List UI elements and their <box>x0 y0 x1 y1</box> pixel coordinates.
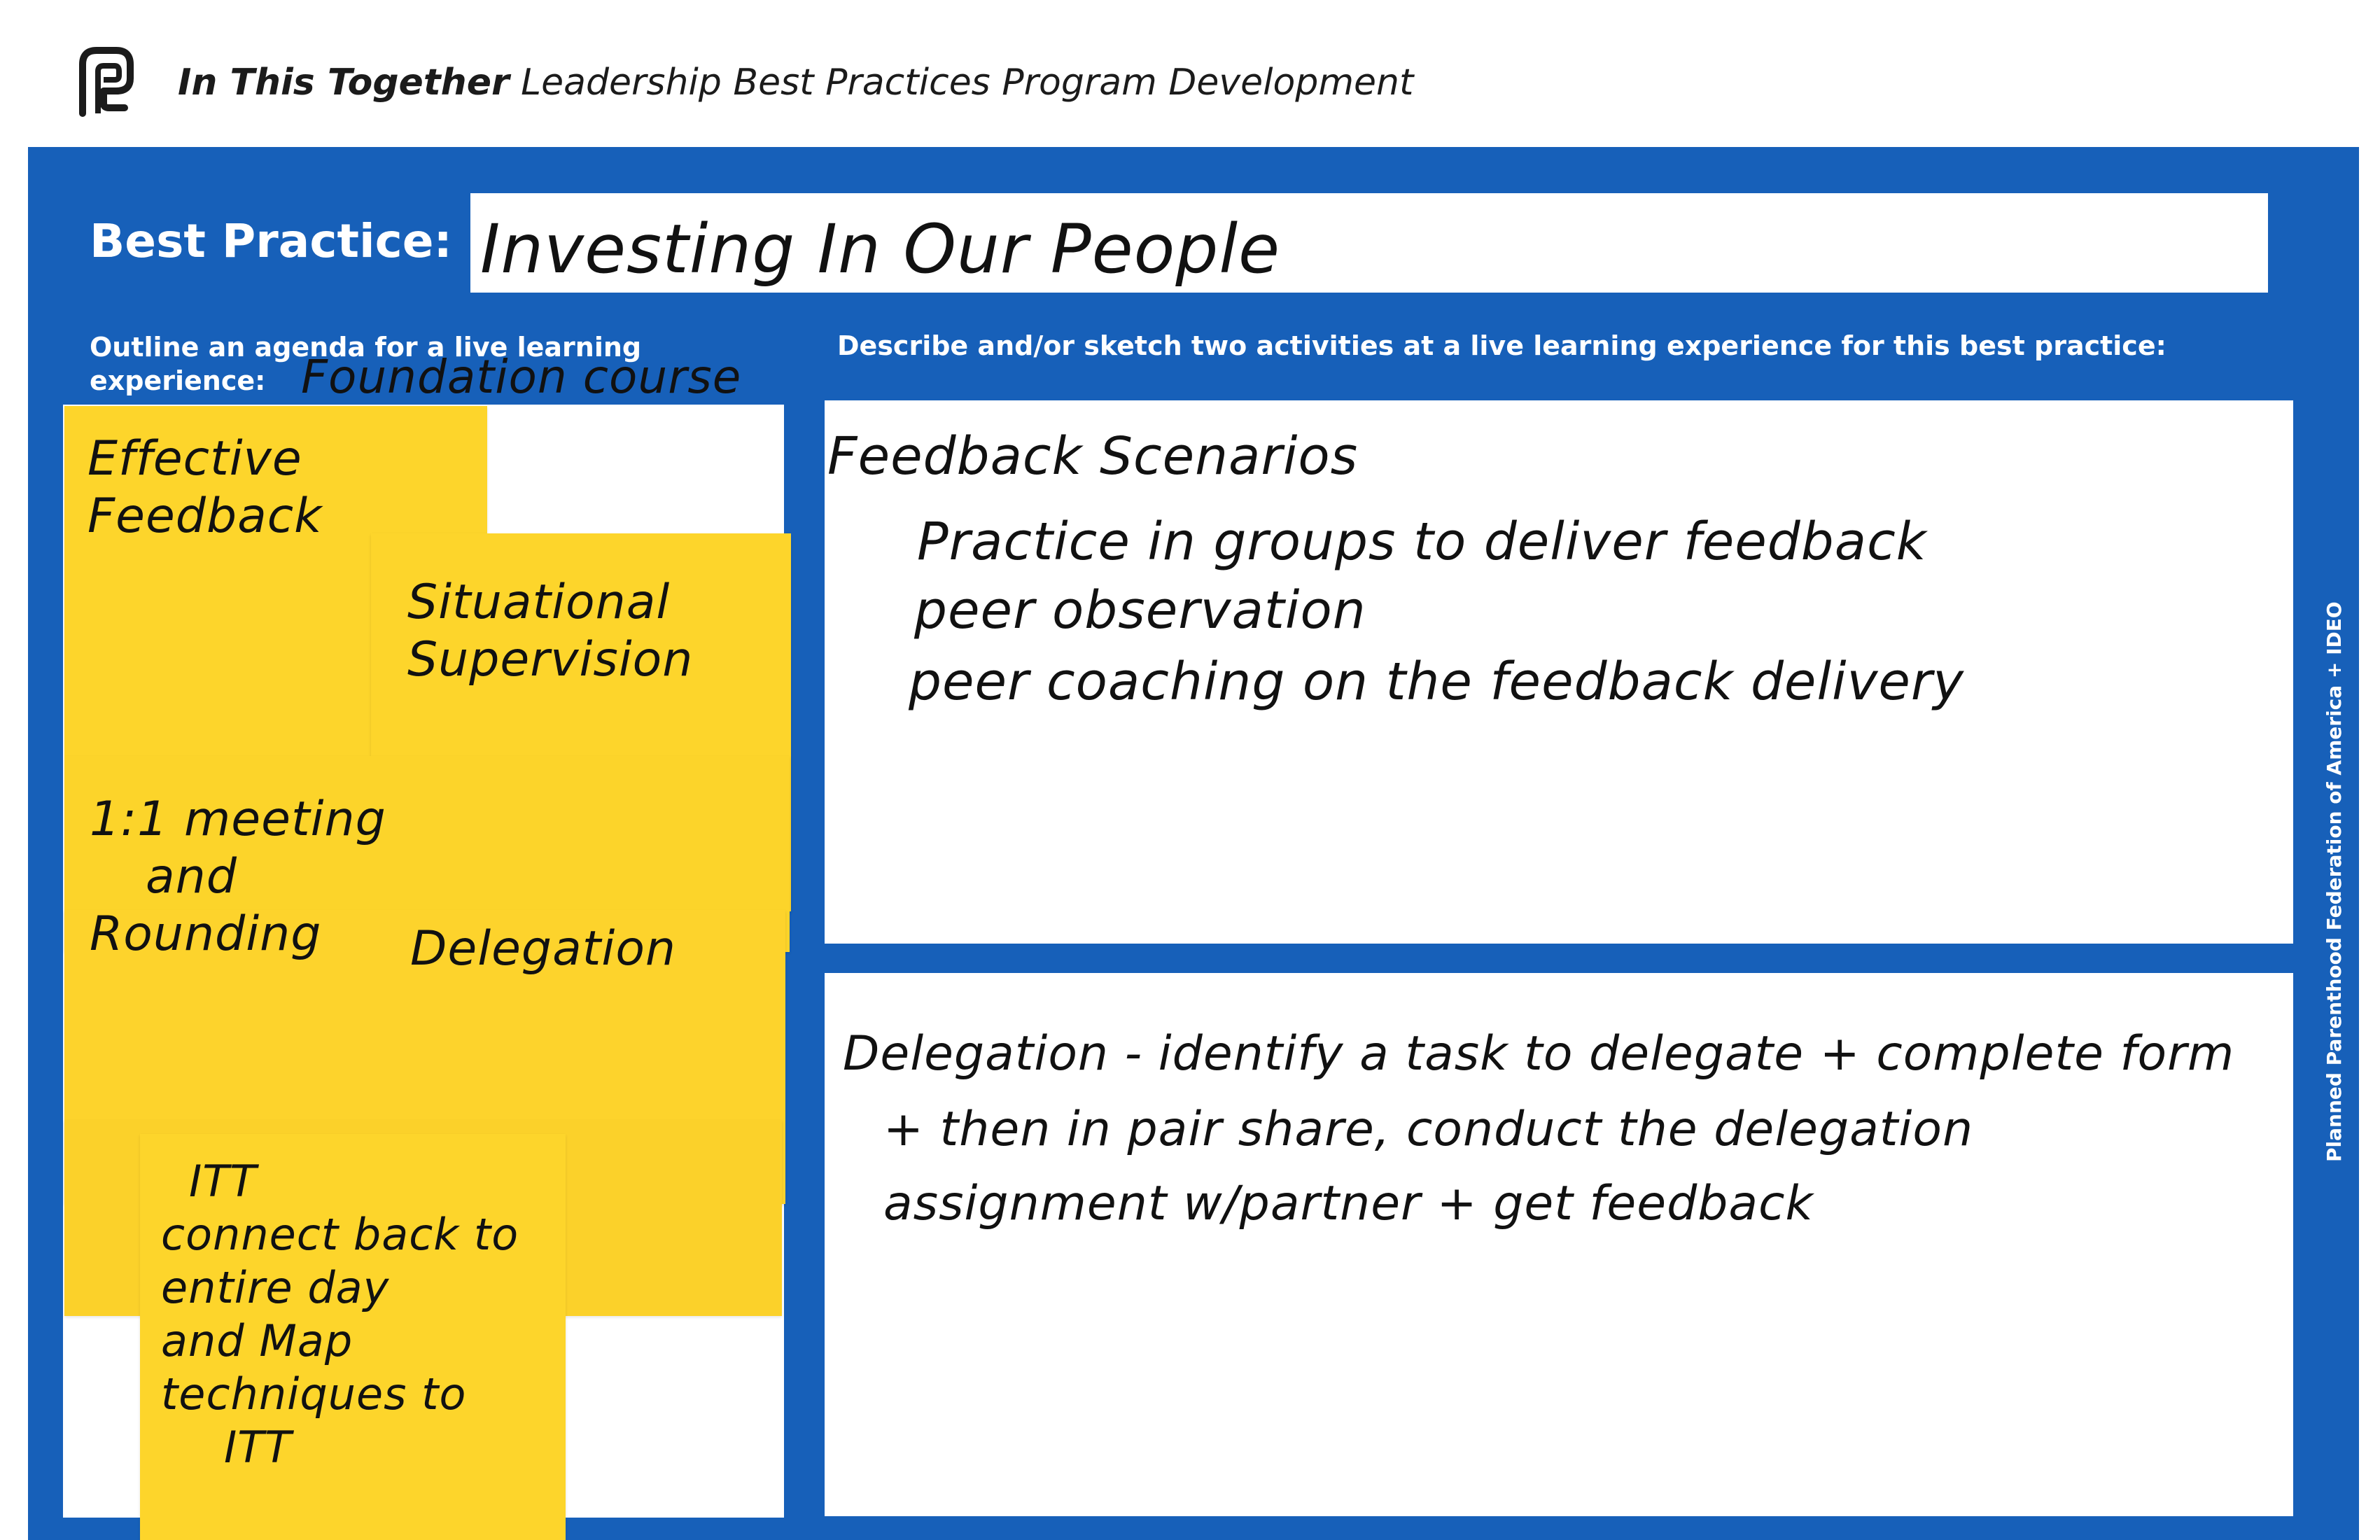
header-title: Leadership Best Practices Program Develo… <box>521 62 1414 104</box>
credit-text: Planned Parenthood Federation of America… <box>2323 601 2346 1162</box>
note-meeting-rounding: 1:1 meeting and Rounding <box>90 792 386 962</box>
activity2-line: Delegation - identify a task to delegate… <box>843 1026 2235 1082</box>
activity1-line: peer coaching on the feedback delivery <box>909 652 1965 712</box>
activity2-line: + then in pair share, conduct the delega… <box>883 1102 1974 1157</box>
best-practice-field <box>470 193 2268 293</box>
note-itt: ITT connect back to entire day and Map t… <box>161 1156 519 1473</box>
agenda-prompt: Outline an agenda for a live learning ex… <box>90 332 642 396</box>
activity2-line: assignment w/partner + get feedback <box>883 1176 1814 1231</box>
note-effective-feedback: Effective Feedback <box>88 431 323 544</box>
activity1-line: peer observation <box>914 580 1366 640</box>
activity1-title: Feedback Scenarios <box>827 426 1359 486</box>
note-delegation: Delegation <box>410 921 677 976</box>
activity1-line: Practice in groups to deliver feedback <box>917 512 1927 572</box>
planned-parenthood-logo-icon <box>79 47 134 117</box>
note-situational-supervision: Situational Supervision <box>407 575 694 687</box>
page-header: In This Together Leadership Best Practic… <box>178 62 1413 104</box>
activities-prompt: Describe and/or sketch two activities at… <box>837 330 2166 361</box>
best-practice-value: Investing In Our People <box>480 210 1281 288</box>
brand-name: In This Together <box>178 62 510 104</box>
best-practice-label: Best Practice: <box>90 214 452 268</box>
activity-panel-2 <box>825 973 2293 1516</box>
agenda-course: Foundation course <box>301 350 742 404</box>
activity-panel-1 <box>825 400 2293 944</box>
sticky-note-itt <box>140 1134 566 1540</box>
